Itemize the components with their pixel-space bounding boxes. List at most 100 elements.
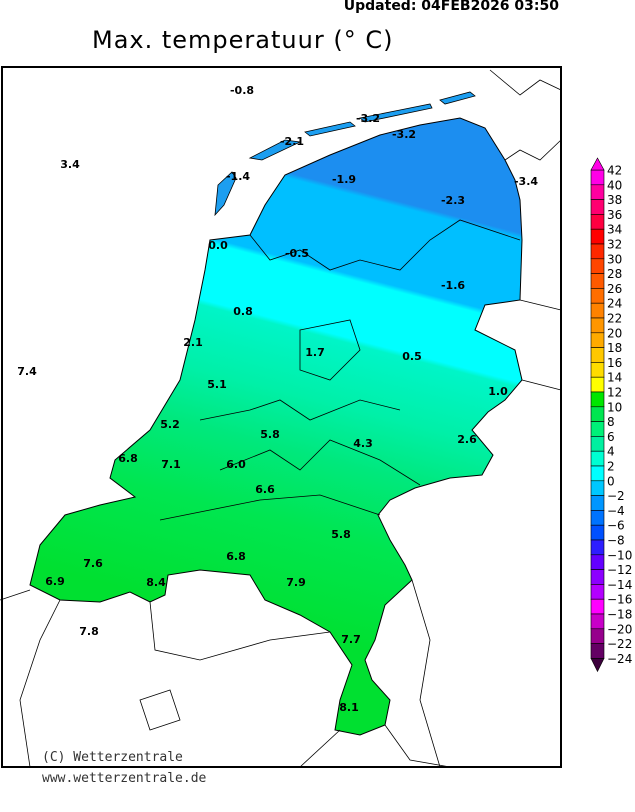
temperature-value: -1.6 — [441, 279, 465, 292]
temperature-value: -1.9 — [332, 173, 356, 186]
temperature-value: -3.2 — [356, 112, 380, 125]
temperature-value: -2.3 — [441, 194, 465, 207]
legend-tick-label: 40 — [607, 178, 622, 192]
temperature-value: 2.1 — [183, 336, 203, 349]
legend-color-bin — [590, 302, 605, 319]
legend-tick-label: 26 — [607, 282, 622, 296]
legend-color-bin — [590, 450, 605, 467]
legend-color-bin — [590, 480, 605, 496]
temperature-value: 2.6 — [457, 433, 477, 446]
temperature-labels: -0.8 -3.2 -2.1 -3.2 3.4 -1.4 -1.9 -3.4 -2.3 0.0 -0… — [17, 84, 538, 714]
temperature-value: 7.4 — [17, 365, 37, 378]
legend-tick-label: −22 — [607, 637, 632, 651]
temperature-value: -0.5 — [285, 247, 309, 260]
legend-color-bin — [590, 495, 605, 511]
temperature-value: -0.8 — [230, 84, 254, 97]
temperature-value: 8.4 — [146, 576, 166, 589]
legend-color-bin — [590, 406, 605, 422]
legend-color-bin — [590, 569, 605, 585]
legend-color-bin — [590, 436, 605, 452]
legend-tick-label: 22 — [607, 312, 622, 326]
updated-timestamp: Updated: 04FEB2026 03:50 — [343, 0, 559, 14]
legend-tick-label: 6 — [607, 430, 615, 444]
legend-color-bin — [590, 628, 605, 644]
temperature-value: 6.8 — [226, 550, 246, 563]
temperature-value: 3.4 — [60, 158, 80, 171]
legend-color-bin — [590, 258, 605, 274]
temperature-value: -3.2 — [392, 128, 416, 141]
temperature-value: 5.1 — [207, 378, 227, 391]
temperature-value: 7.7 — [341, 633, 361, 646]
color-scale-legend: 424038363432302826242220181614121086420−… — [590, 157, 632, 673]
legend-tick-label: −20 — [607, 622, 632, 636]
legend-color-bin — [590, 214, 605, 230]
legend-color-bin — [590, 524, 605, 541]
legend-color-bin — [590, 539, 605, 556]
legend-tick-label: 24 — [607, 297, 622, 311]
temperature-value: 5.8 — [260, 428, 280, 441]
legend-tick-label: −16 — [607, 593, 632, 607]
wadden-islands — [214, 91, 476, 217]
legend-tick-label: 36 — [607, 208, 622, 222]
legend-color-bin — [590, 199, 605, 215]
legend-color-bin — [590, 598, 605, 615]
copyright-text: (C) Wetterzentrale — [42, 750, 183, 765]
temperature-value: 1.7 — [305, 346, 325, 359]
temperature-value: 7.8 — [79, 625, 99, 638]
legend-color-bin — [590, 347, 605, 363]
legend-tick-label: 38 — [607, 193, 622, 207]
legend-color-bin — [590, 391, 605, 408]
legend-color-bin — [590, 554, 605, 570]
temperature-value: 0.8 — [233, 305, 253, 318]
legend-color-bin — [590, 184, 605, 200]
legend-tick-label: 34 — [607, 223, 622, 237]
legend-tick-label: −2 — [607, 489, 625, 503]
legend-tick-label: 32 — [607, 238, 622, 252]
temperature-value: -1.4 — [226, 170, 250, 183]
temperature-value: 0.5 — [402, 350, 422, 363]
legend-tick-label: −4 — [607, 504, 625, 518]
legend-tick-label: −6 — [607, 519, 625, 533]
legend-tick-label: 4 — [607, 445, 615, 459]
legend-tick-label: 30 — [607, 252, 622, 266]
legend-tick-label: 28 — [607, 267, 622, 281]
temperature-value: 5.8 — [331, 528, 351, 541]
legend-tick-label: 2 — [607, 460, 615, 474]
temperature-value: 6.9 — [45, 575, 65, 588]
legend-tick-label: 8 — [607, 415, 615, 429]
legend-tick-label: 20 — [607, 326, 622, 340]
legend-color-bin — [590, 228, 605, 245]
legend-tick-label: −10 — [607, 548, 632, 562]
legend-color-bin — [590, 243, 605, 260]
legend-color-bin — [590, 317, 605, 334]
temperature-value: -3.4 — [514, 175, 538, 188]
netherlands-temperature-field — [29, 117, 523, 736]
legend-color-bin — [590, 332, 605, 348]
legend-color-bin — [590, 421, 605, 437]
temperature-value: 7.9 — [286, 576, 306, 589]
legend-tick-label: 18 — [607, 341, 622, 355]
map-title: Max. temperatuur (° C) — [92, 26, 394, 54]
temperature-value: -2.1 — [280, 135, 304, 148]
website-url: www.wetterzentrale.de — [42, 771, 207, 786]
temperature-value: 1.0 — [488, 385, 508, 398]
temperature-value: 8.1 — [339, 701, 359, 714]
legend-tick-label: 42 — [607, 164, 622, 178]
legend-tick-label: 0 — [607, 474, 615, 488]
temperature-value: 0.0 — [208, 239, 228, 252]
temperature-value: 6.0 — [226, 458, 246, 471]
legend-color-bin — [590, 273, 605, 289]
legend-color-bin — [590, 584, 605, 600]
legend-color-bin — [590, 643, 605, 659]
border-lines — [0, 69, 562, 768]
legend-tick-label: 16 — [607, 356, 622, 370]
legend-color-bin — [590, 465, 605, 482]
legend-color-bin — [590, 376, 605, 393]
temperature-value: 5.2 — [160, 418, 180, 431]
legend-tick-label: 12 — [607, 386, 622, 400]
legend-color-bin — [590, 510, 605, 526]
legend-tick-label: 10 — [607, 400, 622, 414]
legend-top-arrow — [590, 157, 605, 171]
